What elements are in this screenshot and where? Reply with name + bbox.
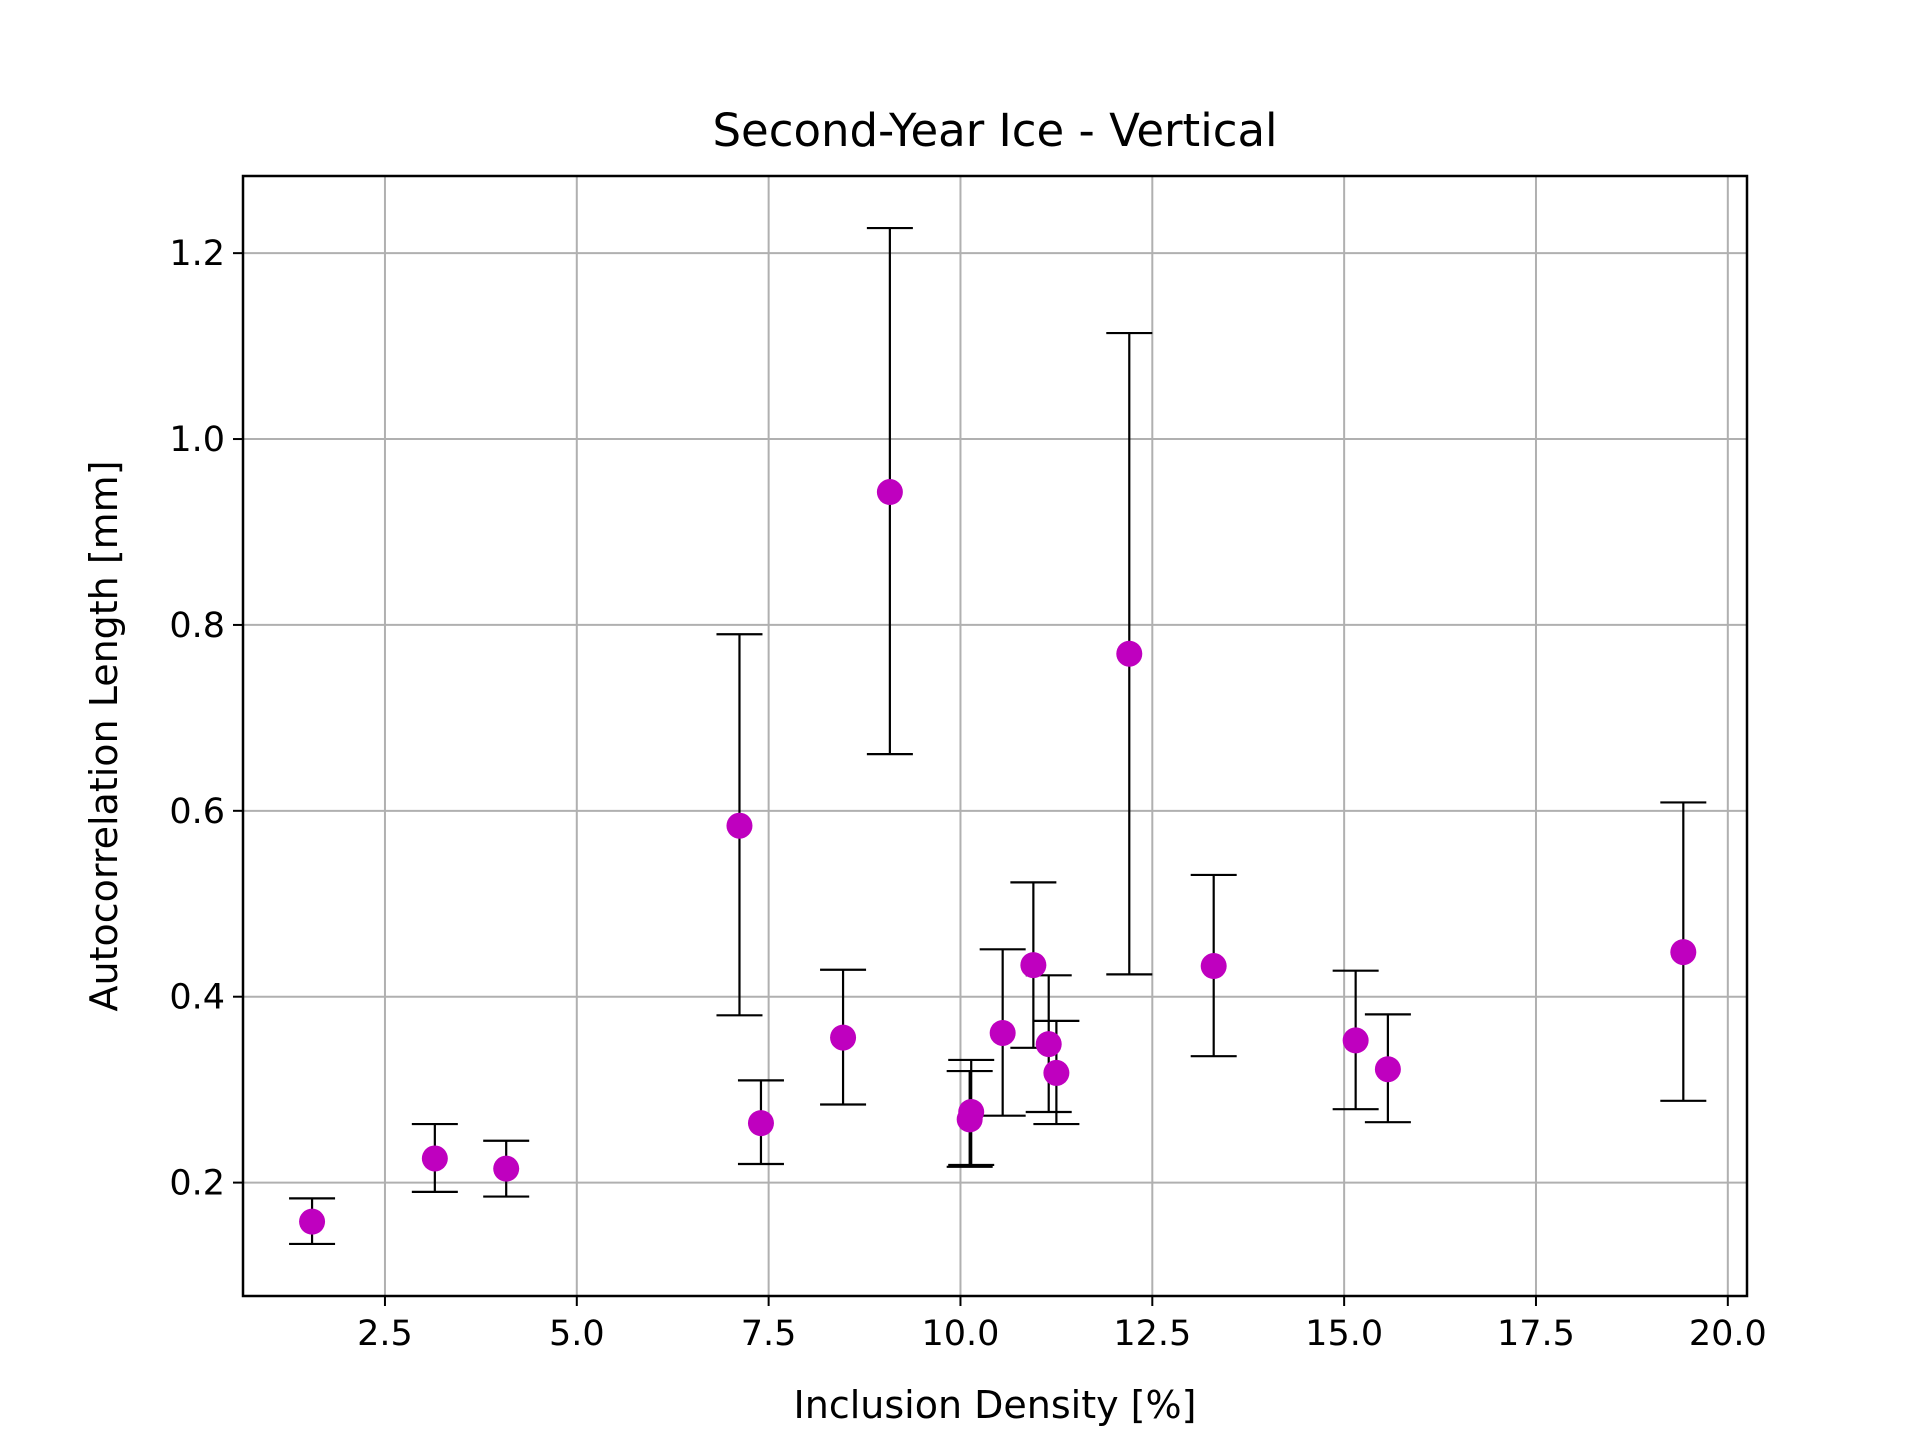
data-point xyxy=(830,1024,857,1051)
y-tick-label: 1.2 xyxy=(169,234,225,274)
data-point xyxy=(493,1155,520,1182)
y-tick-label: 1.0 xyxy=(169,420,225,460)
data-points xyxy=(299,479,1697,1235)
data-point xyxy=(1020,952,1047,979)
chart-title: Second-Year Ice - Vertical xyxy=(712,104,1277,157)
data-point xyxy=(1670,939,1697,966)
x-tick-label: 17.5 xyxy=(1497,1314,1575,1354)
data-point xyxy=(1200,953,1227,980)
plot-frame xyxy=(241,174,1749,1298)
data-point xyxy=(1035,1031,1062,1058)
data-point xyxy=(1342,1027,1369,1054)
data-point xyxy=(747,1110,774,1137)
data-point xyxy=(726,812,753,839)
x-tick-label: 7.5 xyxy=(741,1314,797,1354)
x-tick-label: 5.0 xyxy=(549,1314,605,1354)
y-tick-label: 0.4 xyxy=(169,978,225,1018)
data-point xyxy=(1043,1059,1070,1086)
y-axis-label: Autocorrelation Length [mm] xyxy=(82,460,126,1011)
data-point xyxy=(989,1019,1016,1046)
y-axis-ticks: 0.2 0.4 0.6 0.8 1.0 1.2 xyxy=(169,234,243,1204)
grid xyxy=(243,176,1747,1296)
data-point xyxy=(1116,640,1143,667)
x-tick-label: 10.0 xyxy=(922,1314,1000,1354)
data-point xyxy=(876,479,903,506)
data-point xyxy=(1374,1056,1401,1083)
data-point xyxy=(299,1208,326,1235)
x-tick-label: 15.0 xyxy=(1305,1314,1383,1354)
y-tick-label: 0.6 xyxy=(169,792,225,832)
y-tick-label: 0.2 xyxy=(169,1164,225,1204)
data-point xyxy=(421,1145,448,1172)
x-axis-ticks: 2.5 5.0 7.5 10.0 12.5 15.0 17.5 20.0 xyxy=(357,1296,1767,1354)
data-point xyxy=(958,1098,985,1125)
x-tick-label: 12.5 xyxy=(1113,1314,1191,1354)
x-tick-label: 20.0 xyxy=(1689,1314,1767,1354)
y-tick-label: 0.8 xyxy=(169,606,225,646)
x-axis-label: Inclusion Density [%] xyxy=(794,1383,1197,1427)
x-tick-label: 2.5 xyxy=(357,1314,413,1354)
